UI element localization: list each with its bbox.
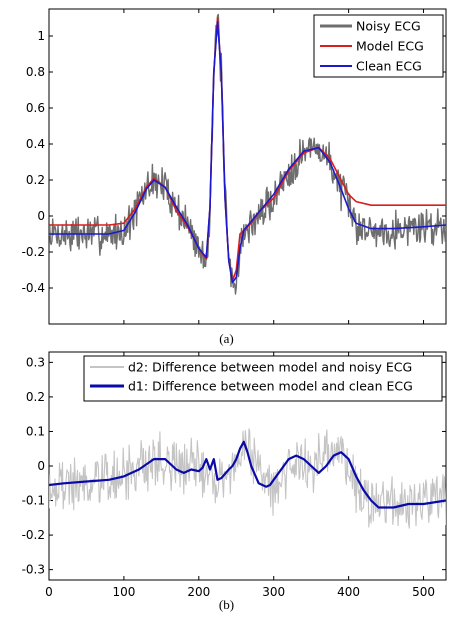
- legend-label: d2: Difference between model and noisy E…: [128, 360, 412, 375]
- legend-label: Model ECG: [356, 39, 424, 54]
- y-tick-label: -0.2: [22, 528, 45, 542]
- y-tick-label: 0.4: [26, 137, 45, 151]
- y-tick-label: -0.2: [22, 245, 45, 259]
- chart-panel-b: -0.3 -0.2 -0.1 0 0.1 0.2 0.3 0 100 200 300 400 500 d2…: [22, 351, 447, 612]
- panel-label: (a): [219, 331, 233, 346]
- x-tick-label: 300: [262, 585, 285, 599]
- y-tick-label: 0.3: [26, 355, 45, 369]
- y-tick-label: 0: [37, 209, 45, 223]
- y-tick-label: 0.2: [26, 173, 45, 187]
- legend-label: Clean ECG: [356, 59, 422, 74]
- panel-label: (b): [219, 597, 234, 612]
- y-tick-label: -0.4: [22, 281, 45, 295]
- legend-label: d1: Difference between model and clean E…: [128, 379, 413, 394]
- series-line-1: [49, 428, 446, 529]
- y-tick-label: 0: [37, 459, 45, 473]
- series-group: [49, 13, 446, 295]
- legend-box: [83, 355, 443, 402]
- y-tick-label: -0.1: [22, 494, 45, 508]
- x-tick-label: 100: [112, 585, 135, 599]
- legend: Noisy ECG Model ECG Clean ECG: [313, 14, 444, 78]
- legend: d2: Difference between model and noisy E…: [83, 355, 443, 402]
- x-tick-label: 500: [412, 585, 435, 599]
- y-tick-label: 1: [37, 29, 45, 43]
- chart-panel-a: -0.4 -0.2 0 0.2 0.4 0.6 0.8 1 Noisy ECG Model ECG…: [22, 8, 447, 346]
- series-group: [49, 428, 446, 529]
- y-tick-label: -0.3: [22, 563, 45, 577]
- x-tick-label: 200: [187, 585, 210, 599]
- x-tick-label: 400: [337, 585, 360, 599]
- legend-label: Noisy ECG: [356, 19, 421, 34]
- x-tick-label: 0: [45, 585, 53, 599]
- series-line-2: [49, 440, 446, 509]
- y-tick-label: 0.8: [26, 65, 45, 79]
- y-tick-label: 0.2: [26, 390, 45, 404]
- y-tick-label: 0.6: [26, 101, 45, 115]
- series-line-3: [49, 20, 446, 284]
- y-tick-label: 0.1: [26, 424, 45, 438]
